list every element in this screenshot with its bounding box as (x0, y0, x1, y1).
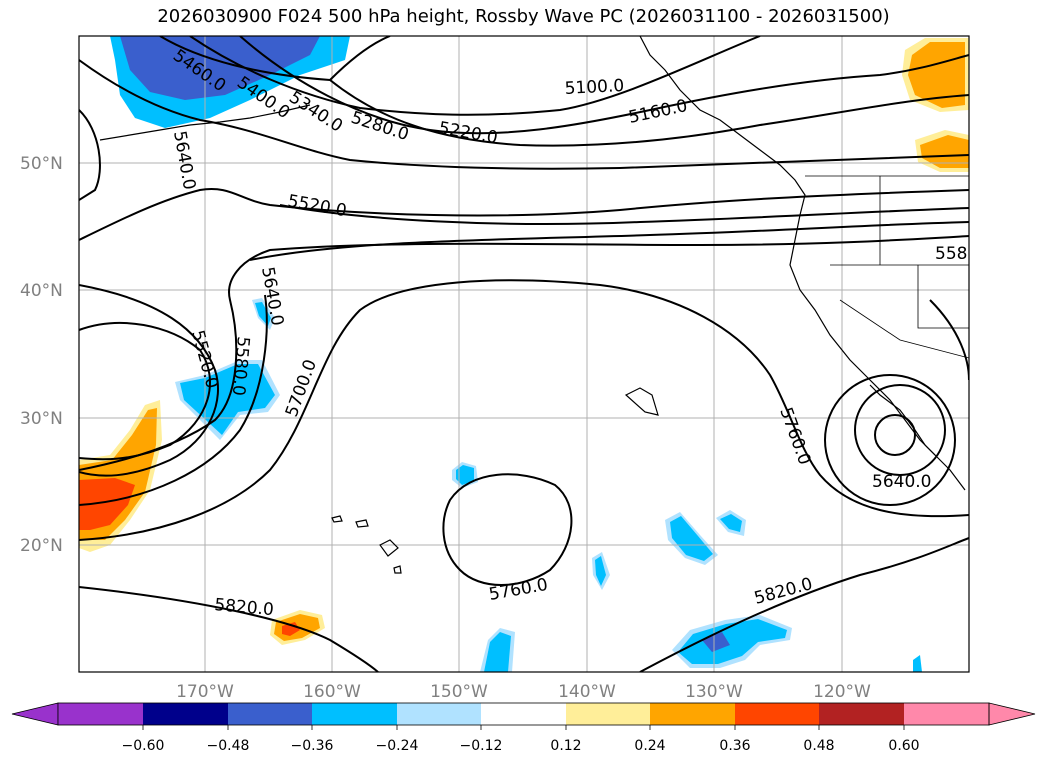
contour-line (874, 414, 916, 456)
lat-label: 40°N (20, 281, 63, 301)
anomaly-shading (79, 36, 969, 672)
contour-line (239, 36, 969, 135)
contour-line (249, 221, 969, 261)
colorbar-segment (397, 703, 481, 725)
colorbar: −0.60 −0.48 −0.36 −0.24 −0.12 0.12 0.24 … (11, 702, 1036, 754)
positive-anomaly-region (920, 135, 969, 168)
island (355, 519, 369, 528)
negative-anomaly-region (678, 619, 787, 664)
contour-line (329, 79, 969, 147)
colorbar-segment (735, 703, 819, 725)
contour-line (79, 321, 211, 461)
colorbar-tick-label: −0.60 (122, 738, 165, 754)
latitude-labels: 50°N 40°N 30°N 20°N (20, 154, 63, 556)
lon-label: 120°W (813, 682, 871, 702)
lon-label: 160°W (303, 682, 361, 702)
political-borders (805, 175, 969, 359)
contour-label: 5640.0 (872, 472, 931, 492)
negative-anomaly-region (670, 516, 713, 561)
colorbar-tick-label: −0.48 (207, 738, 250, 754)
height-contours (79, 36, 969, 672)
negative-anomaly-region (913, 655, 922, 672)
colorbar-extend-low (11, 702, 59, 726)
contour-label: 558 (935, 244, 967, 264)
graticule (79, 36, 969, 672)
contour-line (79, 59, 969, 170)
contour-line (824, 374, 956, 506)
contour-line (79, 109, 101, 201)
positive-anomaly-region (908, 42, 965, 108)
negative-anomaly-region (120, 36, 320, 100)
contour-line (79, 279, 969, 541)
aleutian-islands (99, 104, 311, 141)
colorbar-ticks (142, 725, 905, 730)
colorbar-tick-label: −0.24 (376, 738, 419, 754)
island (393, 565, 402, 574)
lon-label: 140°W (558, 682, 616, 702)
contour-line (79, 294, 268, 506)
island (331, 515, 343, 523)
contour-line (159, 36, 391, 82)
island (379, 539, 399, 557)
lat-label: 20°N (20, 536, 63, 556)
negative-anomaly-region (484, 632, 511, 672)
colorbar-segment (650, 703, 735, 725)
lon-label: 170°W (176, 682, 234, 702)
contour-line (79, 235, 969, 471)
colorbar-segment (143, 703, 228, 725)
colorbar-segment (566, 703, 650, 725)
contour-line (279, 204, 969, 225)
negative-anomaly-region (595, 556, 606, 586)
map-area (79, 36, 969, 672)
colorbar-tick-label: 0.60 (888, 738, 919, 754)
colorbar-segment (312, 703, 397, 725)
colorbar-outline (57, 702, 990, 726)
colorbar-tick-label: −0.12 (460, 738, 503, 754)
contour-line (79, 586, 379, 672)
colorbar-tick-label: 0.36 (719, 738, 750, 754)
contour-line (79, 284, 219, 477)
colorbar-tick-label: 0.24 (634, 738, 665, 754)
map-frame (78, 35, 970, 673)
positive-anomaly-region (79, 478, 135, 530)
chart-title: 2026030900 F024 500 hPa height, Rossby W… (157, 6, 890, 27)
contour-line (189, 36, 761, 116)
lon-label: 130°W (685, 682, 743, 702)
colorbar-extend-high (988, 702, 1036, 726)
contour-line (79, 188, 969, 241)
colorbar-segment (228, 703, 312, 725)
lat-label: 50°N (20, 154, 63, 174)
colorbar-segment (481, 703, 566, 725)
island (624, 387, 659, 416)
north-america-coastline (639, 36, 966, 491)
colorbar-segment (819, 703, 904, 725)
negative-anomaly-region (702, 632, 730, 652)
lat-label: 30°N (20, 409, 63, 429)
longitude-labels: 170°W 160°W 150°W 140°W 130°W 120°W (176, 682, 871, 702)
contour-line (442, 473, 573, 586)
colorbar-segment (904, 703, 989, 725)
negative-anomaly-region (456, 465, 474, 485)
colorbar-tick-label: 0.48 (803, 738, 834, 754)
lon-label: 150°W (430, 682, 488, 702)
contour-label: 5100.0 (564, 76, 624, 99)
contour-line (639, 537, 969, 672)
contour-line (854, 384, 946, 476)
negative-anomaly-region (720, 514, 742, 532)
colorbar-tick-label: −0.36 (291, 738, 334, 754)
colorbar-tick-label: 0.12 (550, 738, 581, 754)
colorbar-segment (58, 703, 143, 725)
